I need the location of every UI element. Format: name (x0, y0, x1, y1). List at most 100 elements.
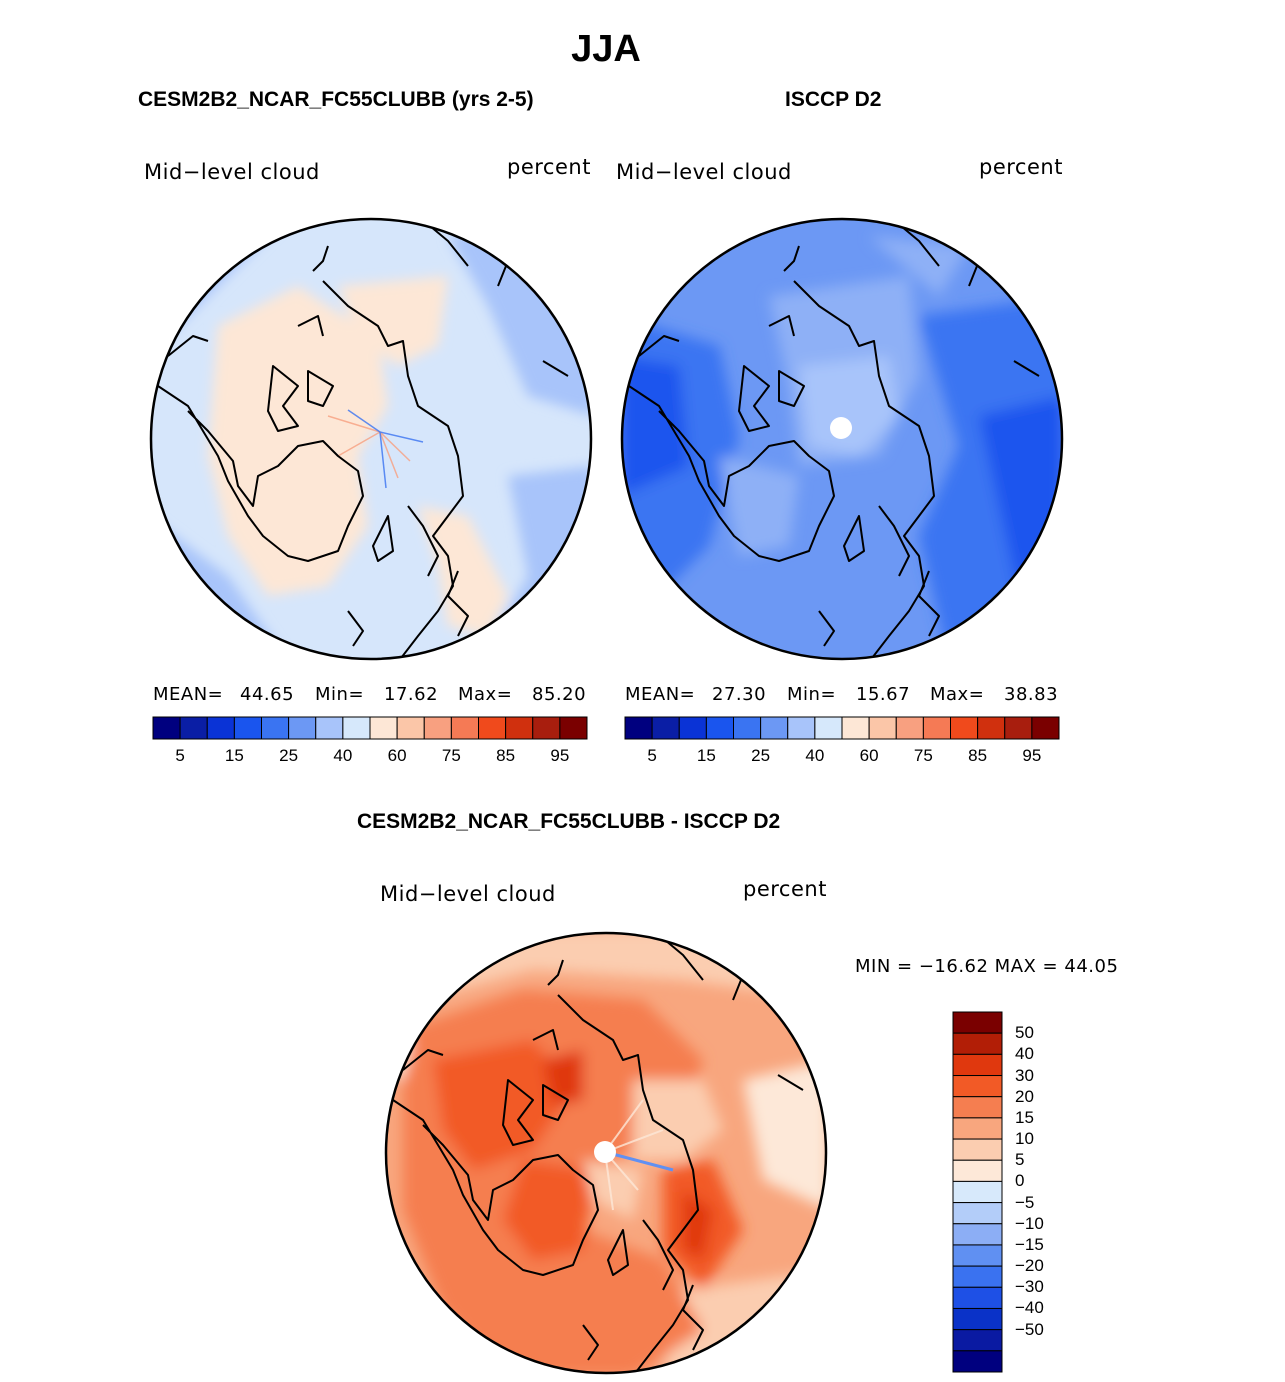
model-max-label: Max= (458, 684, 513, 705)
colorbar-tick-label: −5 (1015, 1192, 1035, 1212)
colorbar-swatch (559, 716, 588, 740)
colorbar-swatch (977, 716, 1006, 740)
colorbar-tick-label: 85 (968, 746, 988, 765)
colorbar-swatch (952, 1053, 1003, 1077)
obs-mean-value: 27.30 (712, 684, 767, 705)
colorbar-swatch (678, 716, 707, 740)
colorbar-tick-label: −10 (1015, 1213, 1044, 1233)
colorbar-tick-label: −30 (1015, 1277, 1044, 1297)
colorbar-tick-label: 5 (1015, 1150, 1025, 1170)
colorbar-tick-label: −50 (1015, 1319, 1044, 1339)
colorbar-swatch (952, 1286, 1003, 1309)
colorbar-swatch (922, 716, 951, 740)
colorbar-tick-label: 75 (441, 746, 461, 765)
colorbar-swatch (369, 716, 398, 740)
diff-variable-label: Mid−level cloud (380, 882, 556, 906)
obs-panel-title: ISCCP D2 (785, 88, 882, 111)
model-colorbar (152, 716, 588, 740)
colorbar-tick-label: −20 (1015, 1256, 1044, 1276)
diff-units-label: percent (743, 877, 827, 901)
colorbar-tick-label: 0 (1015, 1171, 1025, 1191)
colorbar-tick-label: −40 (1015, 1298, 1044, 1318)
colorbar-swatch (952, 1096, 1003, 1119)
model-colorbar-ticks: 5 15 25 40 60 75 85 95 (153, 746, 587, 768)
colorbar-swatch (952, 1159, 1003, 1182)
obs-colorbar (624, 716, 1060, 740)
colorbar-swatch (1004, 716, 1033, 740)
colorbar-swatch (624, 716, 653, 740)
colorbar-swatch (952, 1307, 1003, 1331)
colorbar-tick-label: 95 (1022, 746, 1042, 765)
diff-colorbar (952, 1011, 1003, 1373)
colorbar-swatch (952, 1244, 1003, 1267)
colorbar-swatch (532, 716, 561, 740)
colorbar-swatch (261, 716, 290, 740)
colorbar-swatch (952, 1202, 1003, 1225)
diff-polar-map (384, 931, 828, 1375)
colorbar-tick-label: 25 (279, 746, 299, 765)
figure-title: JJA (571, 28, 641, 70)
model-polar-map (149, 217, 593, 661)
colorbar-tick-label: 15 (224, 746, 244, 765)
diff-colorbar-ticks: 50 40 30 20 15 10 5 0 −5 −10 −15 −20 −30 −40 −50 (1015, 1012, 1075, 1372)
obs-polar-map (620, 217, 1064, 661)
colorbar-swatch (952, 1329, 1003, 1352)
colorbar-tick-label: 25 (751, 746, 771, 765)
colorbar-swatch (952, 1117, 1003, 1140)
obs-min-label: Min= (787, 684, 837, 705)
colorbar-tick-label: 20 (1015, 1086, 1034, 1106)
colorbar-swatch (705, 716, 734, 740)
colorbar-swatch (952, 1350, 1003, 1373)
colorbar-tick-label: 10 (1015, 1129, 1034, 1149)
model-max-value: 85.20 (532, 684, 587, 705)
colorbar-tick-label: 50 (1015, 1023, 1034, 1043)
colorbar-swatch (868, 716, 897, 740)
colorbar-tick-label: 5 (647, 746, 657, 765)
obs-min-value: 15.67 (856, 684, 911, 705)
model-units-label: percent (507, 155, 591, 179)
colorbar-swatch (952, 1180, 1003, 1204)
colorbar-tick-label: 85 (496, 746, 516, 765)
colorbar-tick-label: 15 (1015, 1107, 1034, 1127)
colorbar-swatch (952, 1075, 1003, 1098)
obs-variable-label: Mid−level cloud (616, 160, 792, 184)
colorbar-tick-label: 5 (175, 746, 185, 765)
colorbar-swatch (152, 716, 181, 740)
colorbar-swatch (342, 716, 371, 740)
colorbar-swatch (952, 1138, 1003, 1161)
model-mean-label: MEAN= (153, 684, 224, 705)
colorbar-swatch (233, 716, 262, 740)
obs-colorbar-ticks: 5 15 25 40 60 75 85 95 (625, 746, 1059, 768)
colorbar-swatch (952, 1223, 1003, 1246)
obs-max-label: Max= (930, 684, 985, 705)
colorbar-tick-label: 75 (913, 746, 933, 765)
diff-minmax-label: MIN = −16.62 MAX = 44.05 (855, 956, 1119, 977)
colorbar-tick-label: 40 (1015, 1044, 1034, 1064)
colorbar-swatch (288, 716, 317, 740)
colorbar-tick-label: 40 (333, 746, 353, 765)
colorbar-tick-label: 15 (696, 746, 716, 765)
colorbar-tick-label: 95 (550, 746, 570, 765)
colorbar-swatch (952, 1011, 1003, 1034)
obs-mean-label: MEAN= (625, 684, 696, 705)
colorbar-tick-label: 40 (805, 746, 825, 765)
colorbar-swatch (505, 716, 534, 740)
model-min-label: Min= (315, 684, 365, 705)
colorbar-swatch (478, 716, 507, 740)
colorbar-swatch (787, 716, 816, 740)
colorbar-tick-label: 60 (387, 746, 407, 765)
colorbar-swatch (952, 1265, 1003, 1288)
colorbar-swatch (651, 716, 680, 740)
model-variable-label: Mid−level cloud (144, 160, 320, 184)
colorbar-swatch (952, 1032, 1003, 1055)
colorbar-swatch (950, 716, 979, 740)
colorbar-tick-label: 60 (859, 746, 879, 765)
colorbar-swatch (733, 716, 762, 740)
colorbar-swatch (450, 716, 479, 740)
colorbar-swatch (315, 716, 344, 740)
colorbar-tick-label: −15 (1015, 1234, 1044, 1254)
colorbar-swatch (760, 716, 789, 740)
colorbar-swatch (841, 716, 870, 740)
model-min-value: 17.62 (384, 684, 439, 705)
obs-max-value: 38.83 (1004, 684, 1059, 705)
